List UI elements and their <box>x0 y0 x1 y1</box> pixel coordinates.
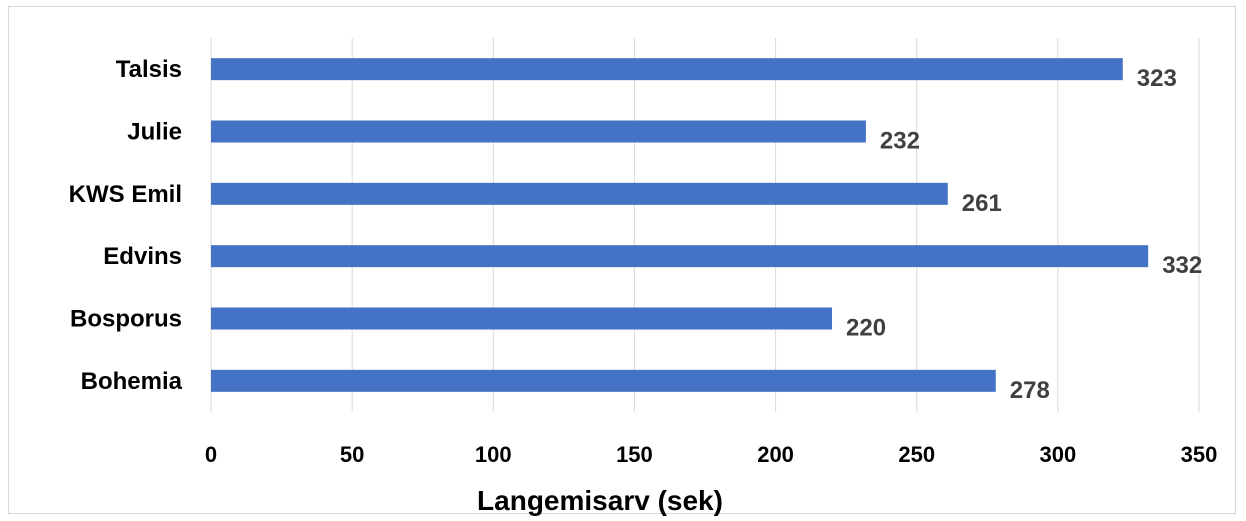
data-label: 261 <box>962 190 1002 217</box>
x-axis-title: Langemisarv (sek) <box>477 485 723 516</box>
data-label: 232 <box>880 128 920 155</box>
x-tick-label: 100 <box>475 442 512 467</box>
data-label: 278 <box>1010 377 1050 404</box>
x-tick-label: 250 <box>898 442 935 467</box>
x-tick-label: 150 <box>616 442 653 467</box>
bar <box>211 307 833 330</box>
bar <box>211 182 948 205</box>
category-label: Talsis <box>116 56 182 83</box>
data-label: 220 <box>846 315 886 342</box>
bar <box>211 58 1123 81</box>
x-tick-label: 350 <box>1181 442 1218 467</box>
category-label: Bosporus <box>70 306 182 333</box>
category-label: KWS Emil <box>69 181 182 208</box>
data-label: 323 <box>1137 65 1177 92</box>
bar <box>211 245 1149 268</box>
category-label: Julie <box>127 119 182 146</box>
gridlines <box>210 38 1200 412</box>
x-tick-label: 0 <box>205 442 217 467</box>
value-labels: 323 232 261 332 220 278 <box>846 65 1202 404</box>
bars <box>211 58 1149 392</box>
category-label: Edvins <box>103 243 182 270</box>
bar <box>211 369 996 392</box>
data-label: 332 <box>1162 252 1202 279</box>
category-label: Bohemia <box>81 368 183 395</box>
x-tick-label: 200 <box>757 442 794 467</box>
x-tick-label: 50 <box>340 442 364 467</box>
category-labels: Talsis Julie KWS Emil Edvins Bosporus Bohemia <box>69 56 183 395</box>
bar <box>211 120 866 143</box>
x-tick-label: 300 <box>1039 442 1076 467</box>
x-tick-labels: 0 50 100 150 200 250 300 350 <box>205 442 1217 467</box>
